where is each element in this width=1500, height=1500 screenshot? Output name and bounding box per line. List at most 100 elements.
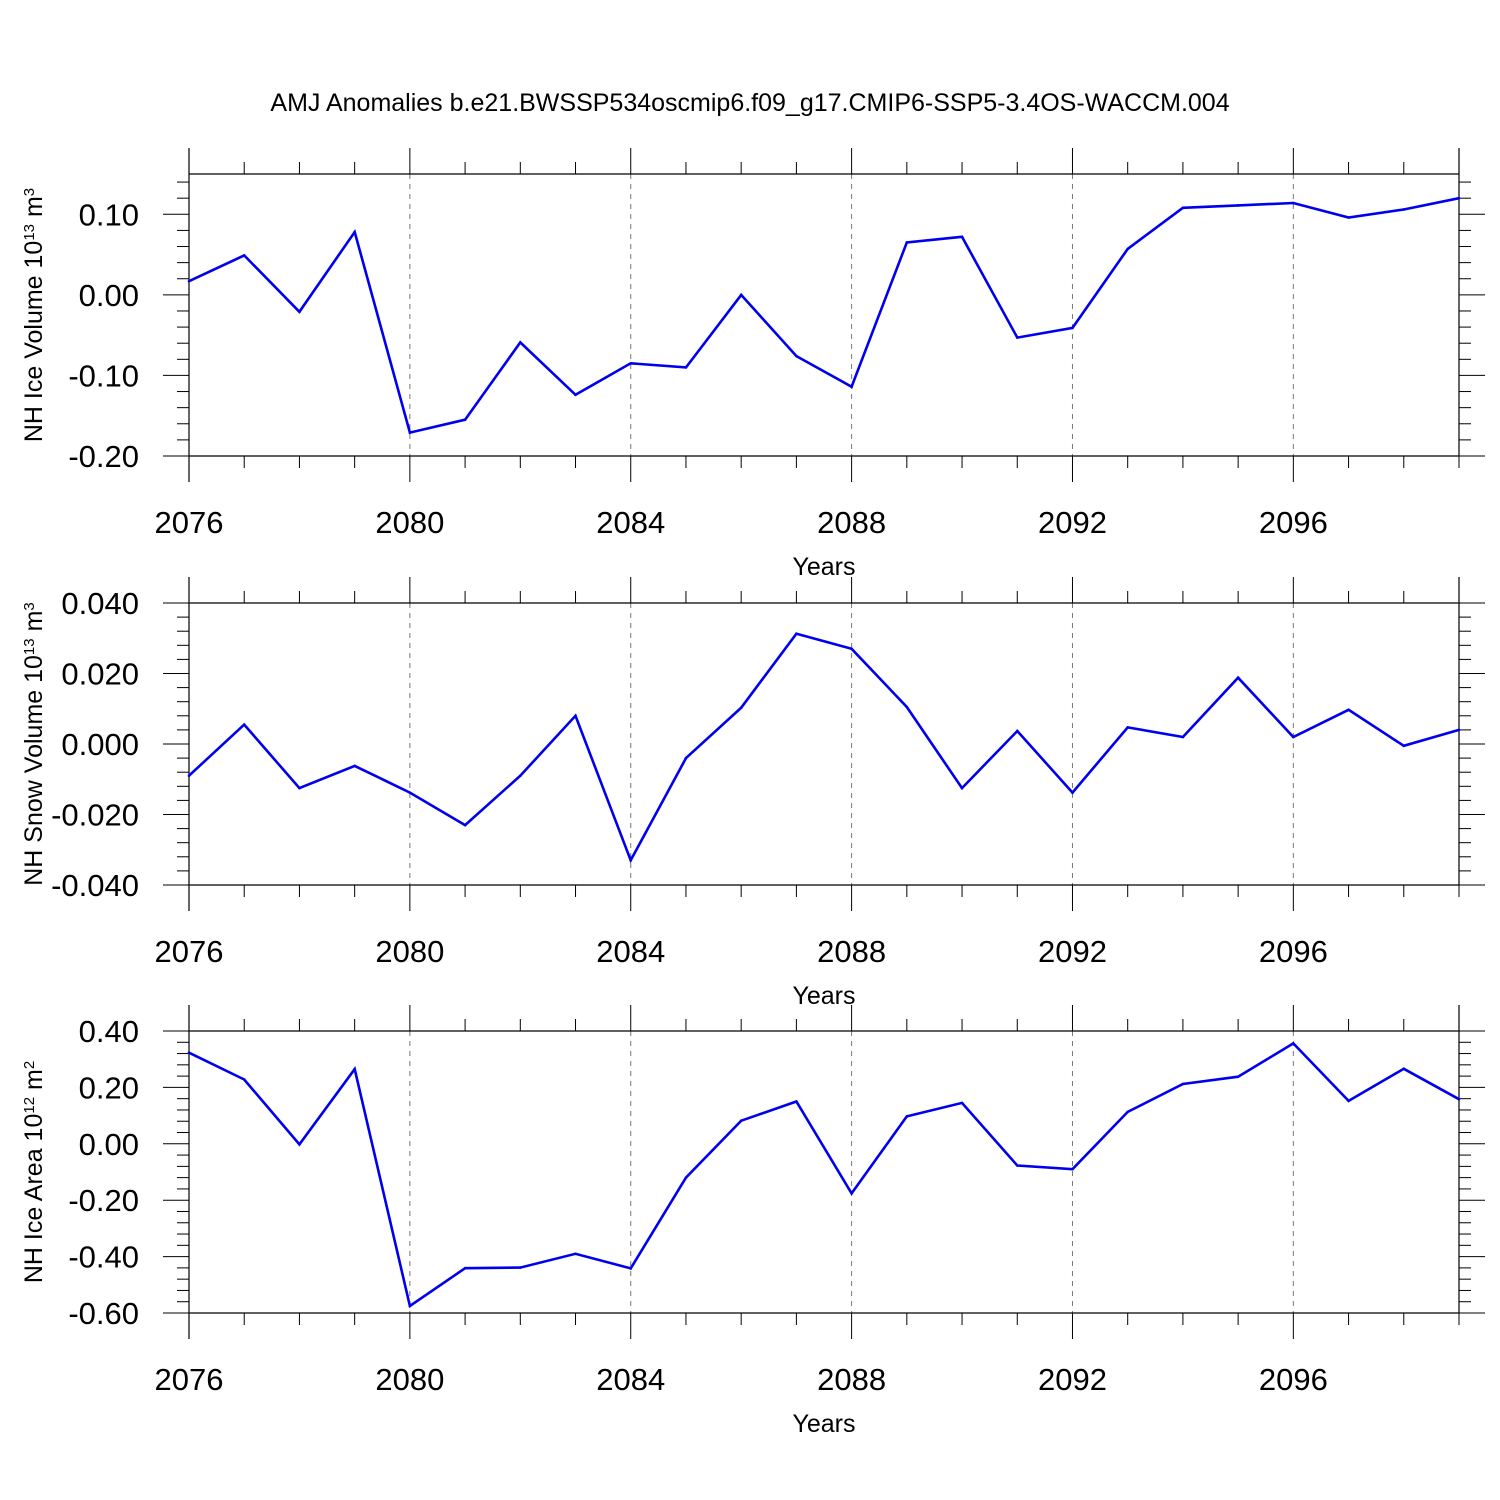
data-point [960,1101,964,1105]
data-point [1402,208,1406,211]
data-point [684,366,688,369]
data-point [1402,1067,1406,1071]
data-point [1347,1099,1350,1103]
data-point [905,705,909,709]
data-point [187,1051,191,1055]
x-tick-label: 2092 [1038,1362,1107,1397]
x-tick-label: 2080 [375,1362,444,1397]
chart-title: AMJ Anomalies b.e21.BWSSP534oscmip6.f09_… [270,89,1229,117]
series-line [188,632,1460,864]
data-point [629,1267,633,1270]
y-tick-label: 0.10 [79,197,139,232]
data-point [298,1143,301,1146]
data-point [629,859,633,862]
data-point [1457,1097,1461,1101]
data-point [408,1304,412,1308]
x-tick-label: 2080 [375,934,444,969]
y-tick-label: -0.20 [68,1183,139,1218]
data-point [1236,676,1240,680]
y-tick-label: 0.040 [61,586,139,621]
data-point [905,241,909,244]
x-tick-label: 2076 [155,934,224,969]
y-tick-label: -0.020 [51,798,139,833]
data-point [629,362,633,365]
y-tick-label: -0.60 [68,1296,139,1331]
data-point [960,786,964,790]
data-point [1015,729,1019,733]
x-tick-label: 2088 [817,934,886,969]
data-point [1071,1167,1074,1171]
data-point [1347,708,1350,712]
data-point [1015,336,1019,339]
y-tick-label: -0.10 [68,358,139,393]
data-point [684,756,688,760]
data-point [298,310,301,314]
data-point [242,723,246,726]
x-tick-label: 2088 [817,1362,886,1397]
data-point [1292,1042,1295,1045]
data-point [795,354,798,358]
x-tick-label: 2096 [1259,934,1328,969]
x-tick-label: 2088 [817,505,886,540]
data-point [242,254,246,257]
data-point [242,1078,246,1081]
y-tick-label: -0.40 [68,1240,139,1275]
data-point [1126,1110,1129,1114]
x-tick-label: 2076 [155,505,224,540]
data-point [408,431,412,434]
data-point [463,418,467,422]
data-point [739,1119,743,1122]
data-point [1071,326,1074,330]
data-point [1015,1164,1019,1167]
x-tick-label: 2084 [596,934,665,969]
y-tick-label: 0.020 [61,657,139,692]
data-point [1071,791,1074,794]
data-point [519,341,522,344]
data-point [353,230,356,234]
data-point [905,1115,909,1118]
data-point [960,235,964,239]
y-tick-label: 0.00 [79,278,139,313]
data-point [1292,201,1295,205]
x-tick-label: 2084 [596,1362,665,1397]
y-tick-label: -0.040 [51,868,139,903]
data-point [1347,216,1350,219]
data-point [353,764,356,768]
x-axis-label: Years [792,553,855,581]
data-point [463,823,467,827]
data-point [353,1067,356,1071]
data-point [850,647,853,651]
x-tick-label: 2080 [375,505,444,540]
y-axis-label: NH Ice Volume 1013 m3 [20,188,48,442]
data-point [1236,1075,1240,1078]
data-point [574,1252,577,1256]
data-point [187,774,191,778]
data-point [574,393,577,397]
data-point [1181,1082,1185,1086]
data-point [1126,247,1129,251]
data-point [574,714,577,718]
data-point [1402,744,1406,748]
data-point [850,385,853,389]
data-point [850,1192,853,1195]
x-axis-label: Years [792,1410,855,1438]
data-point [739,293,743,297]
data-point [1236,204,1240,207]
data-point [1126,726,1129,729]
data-point [684,1176,688,1179]
x-tick-label: 2076 [155,1362,224,1397]
y-tick-label: 0.20 [79,1070,139,1105]
data-point [1457,196,1461,200]
x-tick-label: 2096 [1259,505,1328,540]
y-tick-label: -0.20 [68,439,139,474]
x-tick-label: 2084 [596,505,665,540]
y-axis-label: NH Ice Area 1012 m2 [20,1061,48,1283]
x-tick-label: 2092 [1038,505,1107,540]
y-axis-label: NH Snow Volume 1013 m3 [20,602,48,886]
data-point [408,791,412,794]
y-tick-label: 0.000 [61,727,139,762]
x-tick-label: 2096 [1259,1362,1328,1397]
data-point [1181,206,1185,210]
data-point [1181,735,1185,739]
